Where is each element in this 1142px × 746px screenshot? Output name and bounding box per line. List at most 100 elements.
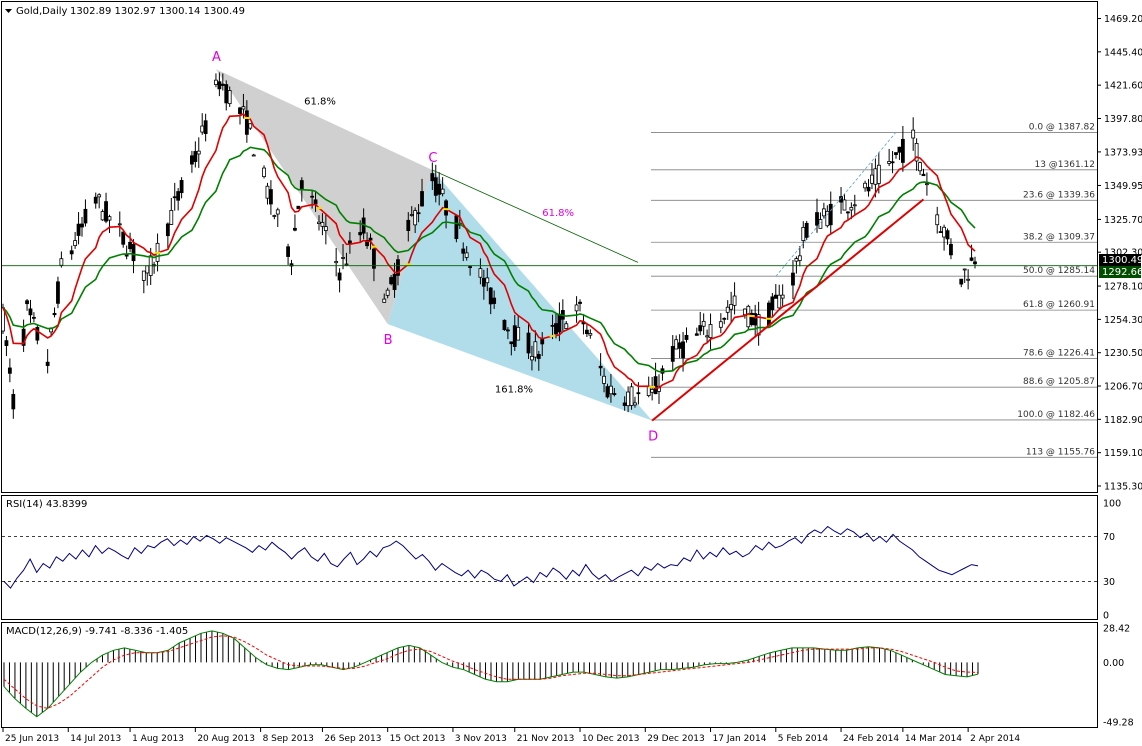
candle-body <box>797 255 802 261</box>
fib-level-label: 0.0 @ 1387.82 <box>1029 122 1095 132</box>
candlestick-series <box>1 72 977 419</box>
candle-body <box>128 241 132 250</box>
candle-body <box>969 257 974 261</box>
candle-body <box>169 210 174 225</box>
candle-body <box>670 346 675 362</box>
fib-level-label: 61.8 @ 1260.91 <box>1023 300 1095 310</box>
candle-body <box>220 83 225 86</box>
candle-body <box>100 211 105 221</box>
price-tick-label: 1397.80 <box>1104 114 1142 125</box>
rsi-line <box>3 525 979 589</box>
candle-body <box>536 354 541 359</box>
candle-body <box>863 182 867 189</box>
ohlc-label: 1302.89 1302.97 1300.14 1300.49 <box>70 6 245 17</box>
candle-body <box>406 219 411 231</box>
drawn-objects[interactable]: A B C D 61.8% 61.8% 161.8% <box>2 50 1097 445</box>
candle-body <box>485 277 490 284</box>
candle-body <box>732 295 737 306</box>
candle-body <box>897 146 902 153</box>
candle-body <box>698 325 703 332</box>
candle-body <box>454 215 459 239</box>
candle-body <box>852 204 857 207</box>
price-tick-label: 1349.95 <box>1104 181 1142 192</box>
candle-body <box>488 287 493 305</box>
candle-body <box>914 142 919 162</box>
candle-body <box>4 340 9 346</box>
candle-body <box>358 232 363 236</box>
macd-axis-label: -49.28 <box>1103 718 1134 729</box>
pattern-triangle-bcd[interactable] <box>387 170 653 421</box>
candle-body <box>921 173 926 177</box>
candle-body <box>708 324 713 338</box>
candle-body <box>911 129 916 139</box>
price-tick-label: 1254.30 <box>1104 315 1142 326</box>
candle-body <box>80 223 84 228</box>
candle-body <box>557 313 562 333</box>
candle-body <box>753 313 758 326</box>
svg-text:1292.66: 1292.66 <box>1102 267 1142 278</box>
candle-body <box>650 389 655 393</box>
pattern-point-d: D <box>648 430 658 445</box>
rsi-axis-label: 100 <box>1103 499 1121 510</box>
candle-body <box>21 328 26 346</box>
candle-body <box>578 301 582 304</box>
candle-body <box>217 81 222 90</box>
time-tick-label: 10 Dec 2013 <box>582 734 640 744</box>
candle-body <box>502 319 507 331</box>
candle-body <box>310 195 315 198</box>
candle-body <box>141 270 146 281</box>
candle-body <box>416 212 421 215</box>
candle-body <box>694 333 699 336</box>
candle-body <box>767 302 771 326</box>
fibonacci-retracement[interactable]: 0.0 @ 1387.82 13 @1361.12 23.6 @ 1339.36 38… <box>651 122 1097 458</box>
candle-body <box>550 324 555 327</box>
candle-body <box>602 375 606 384</box>
candle-body <box>59 258 64 266</box>
candle-body <box>584 329 589 334</box>
candle-body <box>7 367 12 374</box>
candle-body <box>938 231 943 233</box>
candle-body <box>45 361 50 366</box>
candle-body <box>540 338 545 345</box>
candle-body <box>849 207 854 211</box>
candle-body <box>69 250 74 255</box>
candle-body <box>900 138 905 163</box>
pattern-triangle-abc[interactable] <box>215 69 433 324</box>
candle-body <box>526 332 531 354</box>
time-tick-label: 17 Jan 2014 <box>713 734 767 744</box>
candle-body <box>777 294 782 309</box>
rsi-panel[interactable] <box>1 495 1098 620</box>
rsi-series: 100 70 30 0 <box>2 499 1121 622</box>
candle-body <box>828 203 833 226</box>
candle-body <box>248 123 253 129</box>
candle-body <box>265 185 270 199</box>
candle-body <box>770 296 775 311</box>
candle-body <box>275 209 280 215</box>
time-tick-label: 1 Aug 2013 <box>132 734 184 744</box>
price-tick-label: 1302.30 <box>1104 248 1142 259</box>
candle-body <box>413 210 418 226</box>
candle-body <box>935 214 940 226</box>
price-panel[interactable] <box>1 1 1098 493</box>
candle-body <box>478 268 483 278</box>
pattern-point-b: B <box>384 333 393 348</box>
candle-body <box>512 325 517 347</box>
time-tick-label: 25 Jun 2013 <box>5 734 59 744</box>
time-tick-label: 3 Nov 2013 <box>455 734 507 744</box>
candle-body <box>705 335 709 338</box>
price-tick-label: 1325.70 <box>1104 215 1142 226</box>
macd-panel[interactable] <box>1 622 1098 728</box>
candle-body <box>320 222 325 227</box>
candle-body <box>749 312 754 325</box>
fib-level-label: 113 @ 1155.76 <box>1026 447 1095 457</box>
candle-body <box>942 226 946 238</box>
candle-body <box>131 243 136 262</box>
candle-body <box>214 79 218 85</box>
pattern-ratio-label: 61.8% <box>542 208 574 219</box>
candle-body <box>804 222 809 238</box>
time-tick-label: 15 Oct 2013 <box>390 734 446 744</box>
candle-body <box>791 272 795 286</box>
symbol-dropdown-icon[interactable] <box>5 9 12 13</box>
candle-body <box>533 341 538 358</box>
